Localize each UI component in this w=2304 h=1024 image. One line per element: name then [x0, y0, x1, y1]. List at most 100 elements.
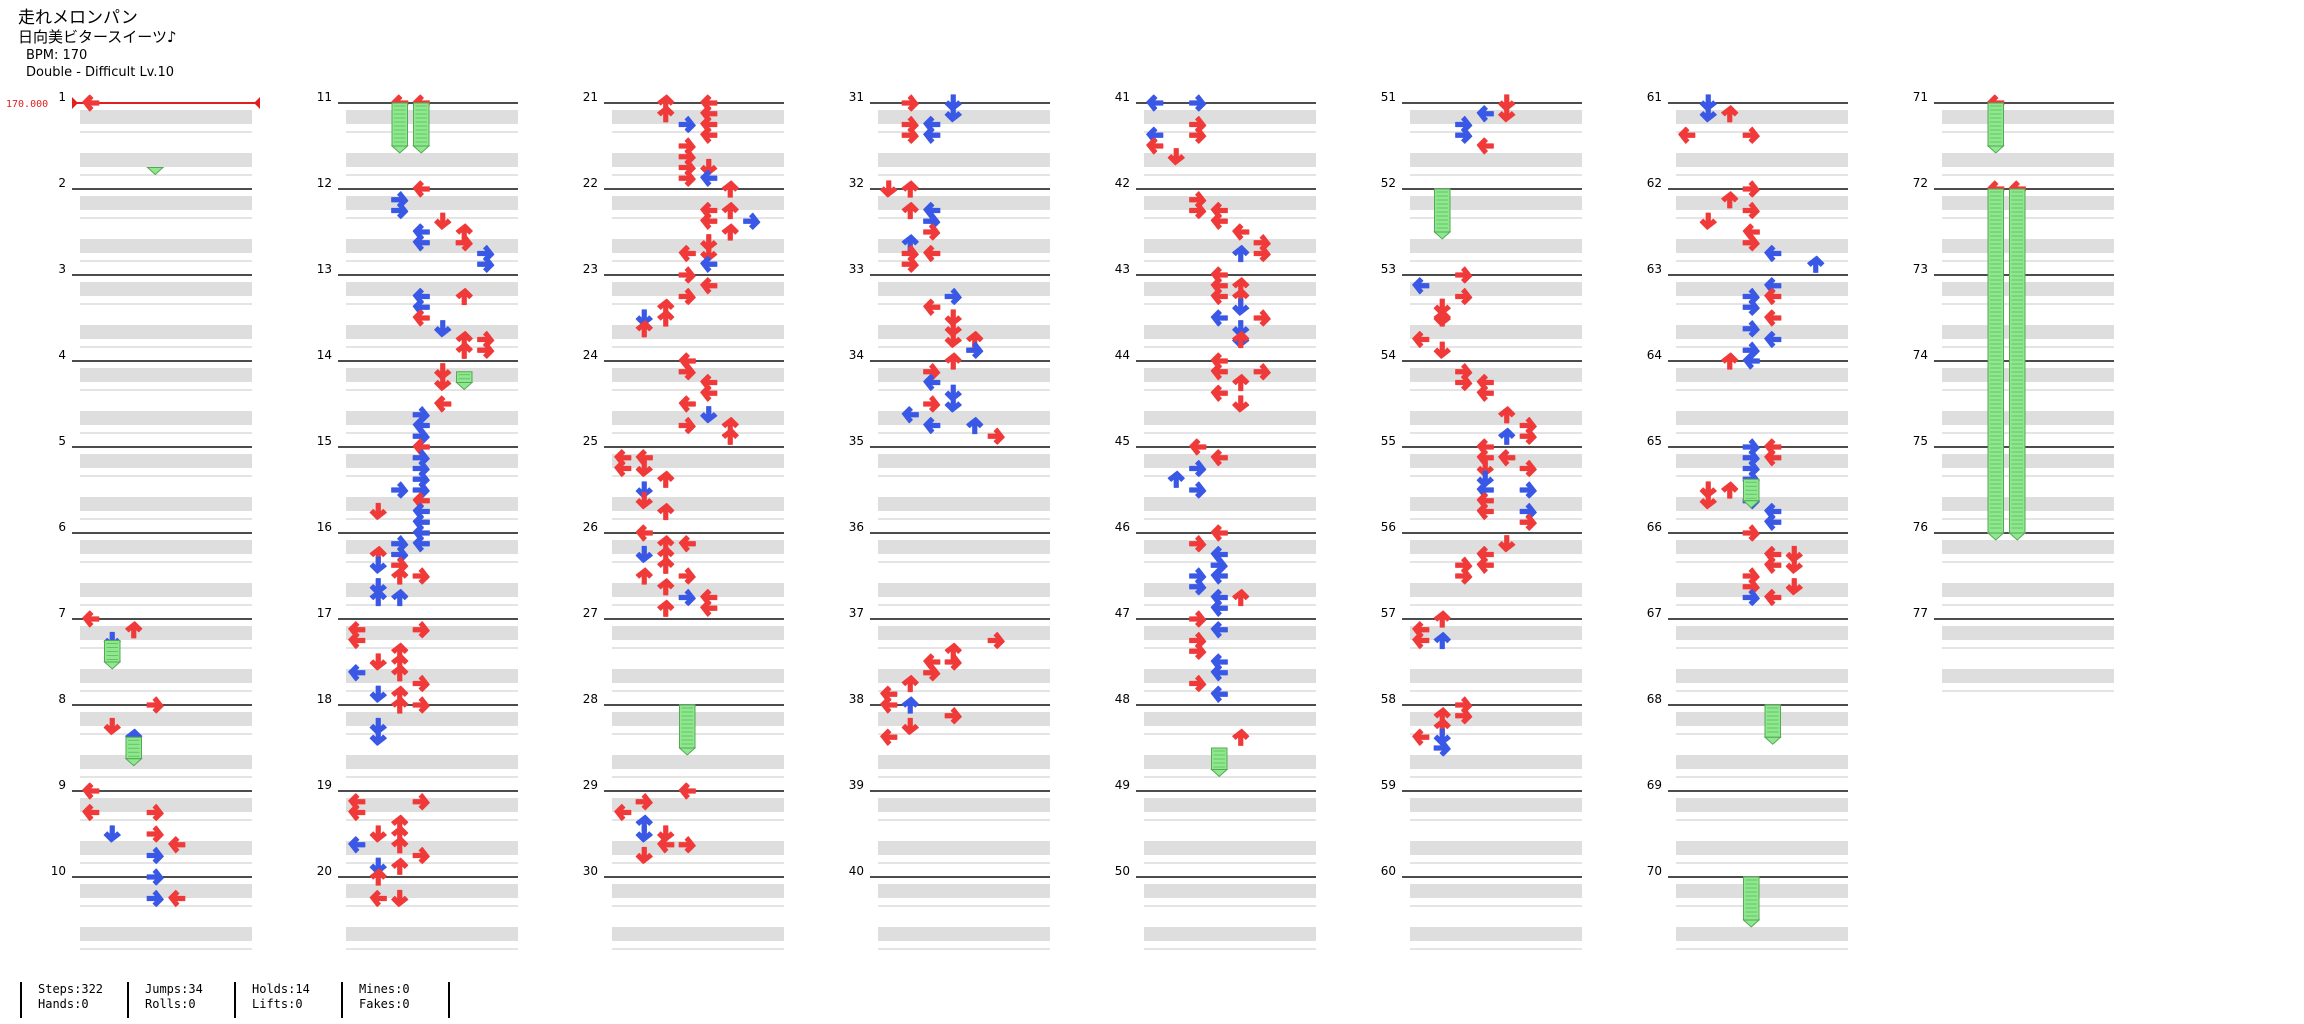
beat-stripe: [612, 712, 784, 726]
beat-stripe: [612, 325, 784, 339]
hold-tail: [2008, 532, 2027, 541]
measure-73: 73: [1913, 262, 2114, 348]
measure-number: 8: [58, 692, 66, 706]
arrow-up: [966, 416, 984, 435]
measure-38: 38: [849, 692, 1050, 778]
arrow-left: [412, 535, 430, 553]
measure-2: 2: [58, 176, 252, 262]
measure-53: 53: [1381, 262, 1582, 348]
arrow-up: [1721, 105, 1739, 123]
beat-stripe: [1676, 454, 1848, 468]
arrow-left: [1412, 728, 1430, 746]
arrow-right: [1742, 524, 1760, 542]
arrow-left: [880, 696, 898, 714]
beat-stripe: [612, 196, 784, 210]
hold-tail: [1986, 145, 2005, 154]
arrow-down: [103, 825, 121, 843]
measure-number: 49: [1115, 778, 1130, 792]
arrow-left: [1476, 502, 1494, 521]
beat-stripe: [612, 841, 784, 855]
beat-stripe: [1942, 540, 2114, 554]
arrow-up: [391, 588, 409, 607]
hold-body: [1764, 704, 1781, 738]
measure-55: 55: [1381, 434, 1582, 520]
arrow-up: [721, 180, 739, 198]
measure-64: 64: [1647, 348, 1848, 434]
beat-stripe: [1676, 196, 1848, 210]
measure-number: 45: [1115, 434, 1130, 448]
beat-stripe: [80, 712, 252, 726]
measure-37: 37: [849, 606, 1050, 692]
arrow-right: [678, 287, 696, 306]
arrow-right: [1519, 481, 1537, 499]
measure-29: 29: [583, 778, 784, 864]
arrow-down: [1699, 492, 1717, 510]
arrow-up: [721, 201, 739, 220]
hold-tail: [103, 661, 122, 670]
arrow-down: [1433, 341, 1451, 359]
arrow-down: [391, 889, 409, 908]
measure-number: 39: [849, 778, 864, 792]
beat-stripe: [612, 626, 784, 640]
measure-28: 28: [583, 692, 784, 778]
arrow-right: [1189, 642, 1207, 660]
arrow-down: [635, 825, 653, 843]
beat-stripe: [80, 454, 252, 468]
measure-10: 10: [51, 864, 252, 950]
measure-number: 55: [1381, 434, 1396, 448]
measure-59: 59: [1381, 778, 1582, 864]
measure-number: 37: [849, 606, 864, 620]
beat-stripe: [1942, 239, 2114, 253]
beat-stripe: [1144, 282, 1316, 296]
beat-stripe: [1676, 583, 1848, 597]
arrow-down: [369, 717, 387, 736]
beat-stripe: [1144, 411, 1316, 425]
arrow-down: [700, 244, 718, 263]
arrow-right: [146, 868, 164, 886]
beat-stripe: [878, 411, 1050, 425]
beat-stripe: [878, 110, 1050, 124]
arrow-left: [678, 535, 696, 553]
arrow-left: [1210, 363, 1228, 381]
measure-number: 66: [1647, 520, 1662, 534]
measure-16: 16: [317, 520, 518, 606]
measure-number: 2: [58, 176, 66, 190]
beat-stripe: [346, 497, 518, 511]
measure-number: 40: [849, 864, 864, 878]
measure-18: 18: [317, 692, 518, 778]
arrow-down: [1785, 556, 1803, 574]
arrow-up: [721, 427, 739, 445]
beat-stripe: [1410, 411, 1582, 425]
arrow-down: [901, 717, 919, 736]
measure-number: 68: [1647, 692, 1662, 706]
beat-stripe: [1144, 884, 1316, 898]
measure-number: 70: [1647, 864, 1662, 878]
beat-stripe: [346, 110, 518, 124]
arrow-down: [944, 320, 962, 338]
arrow-right: [966, 341, 984, 359]
beat-stripe: [878, 583, 1050, 597]
beat-stripe: [612, 411, 784, 425]
beat-stripe: [1144, 153, 1316, 167]
arrow-left: [678, 395, 696, 413]
measure-number: 15: [317, 434, 332, 448]
measure-number: 10: [51, 864, 66, 878]
measure-number: 76: [1913, 520, 1928, 534]
beat-stripe: [1410, 325, 1582, 339]
beat-stripe: [1410, 153, 1582, 167]
arrow-right: [1455, 373, 1473, 392]
arrow-right: [1742, 588, 1760, 607]
arrow-down: [1476, 470, 1494, 488]
beat-stripe: [1942, 497, 2114, 511]
beat-stripe: [1676, 540, 1848, 554]
measure-number: 30: [583, 864, 598, 878]
beat-stripe: [80, 884, 252, 898]
arrow-left: [923, 416, 941, 435]
beat-stripe: [878, 755, 1050, 769]
arrow-right: [412, 696, 430, 714]
measure-72: 72: [1913, 176, 2114, 262]
arrow-down: [1232, 320, 1250, 338]
beat-stripe: [878, 798, 1050, 812]
beat-stripe: [1410, 927, 1582, 941]
arrow-down: [944, 330, 962, 349]
